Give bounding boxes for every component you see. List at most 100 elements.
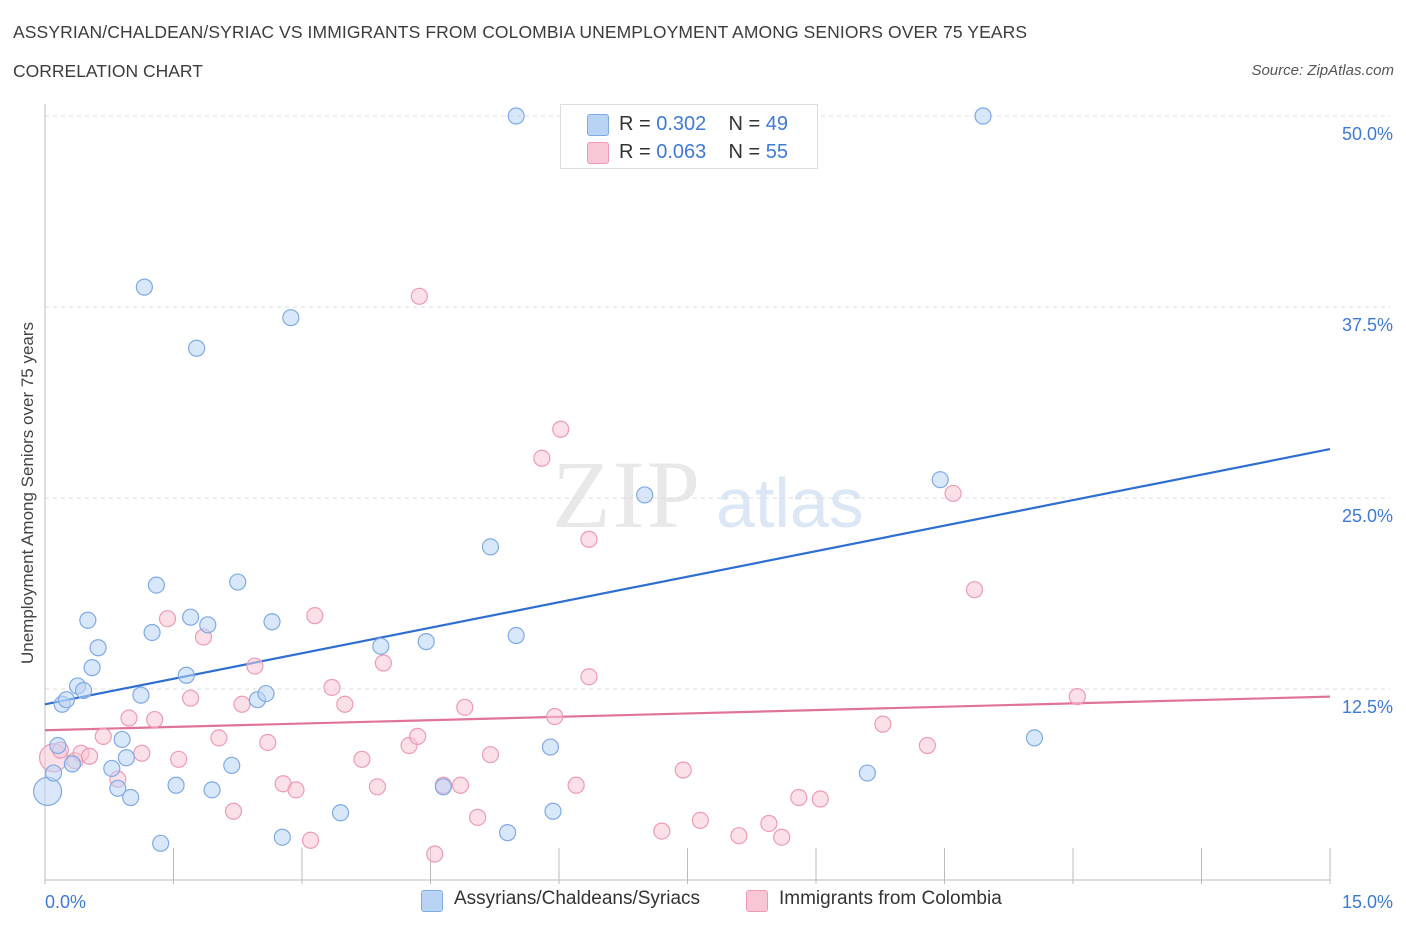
colombia-point [94, 727, 112, 745]
assyrian-point [122, 788, 140, 807]
assyrian-point [103, 759, 121, 778]
assyrian-point [32, 776, 63, 806]
stats-r-label: R = [619, 141, 657, 163]
assyrian-point [79, 611, 97, 629]
assyrian-point [83, 659, 101, 677]
stats-swatch-pink [587, 142, 609, 164]
colombia-point [469, 808, 487, 826]
stats-r-value: 0.063 [656, 141, 707, 163]
y-tick-label: 50.0% [1342, 124, 1393, 144]
assyrian-point [135, 278, 153, 296]
assyrian-point [541, 738, 560, 756]
assyrian-point [113, 730, 131, 749]
assyrian-point [63, 755, 82, 773]
x-tick-label: 0.0% [45, 892, 86, 912]
assyrian-point [109, 779, 127, 797]
colombia-point [773, 828, 791, 846]
assyrian-point [57, 691, 76, 709]
assyrian-point [147, 576, 165, 594]
colombia-point [944, 484, 962, 503]
colombia-point [158, 610, 177, 628]
colombia-point [1068, 688, 1086, 706]
assyrian-point [74, 681, 93, 700]
legend-label: Immigrants from Colombia [779, 888, 1002, 909]
assyrian-point [282, 309, 300, 327]
assyrian-point [182, 608, 200, 626]
colombia-point [301, 831, 320, 849]
colombia-point [353, 750, 371, 768]
assyrian-point [331, 804, 350, 822]
source-label: Source: ZipAtlas.com [1251, 62, 1394, 79]
assyrian-point [132, 686, 150, 704]
colombia-point [918, 736, 936, 755]
colombia-point [790, 788, 808, 807]
assyrian-point [89, 639, 107, 657]
colombia-point [533, 449, 551, 467]
colombia-point [674, 761, 692, 779]
colombia-point [567, 776, 585, 794]
colombia-point [426, 845, 444, 863]
assyrian-point [49, 736, 67, 755]
colombia-point [80, 747, 99, 765]
stats-n-label: N = [728, 113, 766, 135]
assyrian-point [143, 623, 161, 642]
y-tick-label: 37.5% [1342, 315, 1393, 335]
colombia-point [306, 607, 324, 625]
colombia-point [374, 654, 392, 672]
stats-r-label: R = [619, 113, 657, 135]
assyrian-point [223, 756, 241, 775]
assyrian-point [507, 107, 525, 125]
stats-box: R = 0.302 N = 49 R = 0.063 N = 55 [560, 104, 818, 169]
colombia-point [409, 727, 427, 745]
colombia-point [182, 689, 200, 707]
colombia-point [451, 776, 470, 794]
y-tick-label: 12.5% [1342, 697, 1393, 717]
assyrian-point [858, 764, 877, 782]
assyrian-point [1025, 729, 1044, 747]
assyrian-point [273, 828, 291, 846]
colombia-point [259, 733, 277, 752]
colombia-point [580, 668, 598, 686]
colombia-point [336, 695, 354, 713]
assyrian-point [481, 538, 500, 556]
assyrian-point [188, 339, 206, 357]
legend-label: Assyrians/Chaldeans/Syriacs [454, 888, 701, 909]
colombia-point [691, 811, 709, 830]
assyrian-point [263, 613, 281, 631]
colombia-point [760, 814, 778, 833]
colombia-point [653, 822, 671, 840]
colombia-point [965, 581, 984, 599]
assyrian-point [199, 616, 217, 634]
colombia-point [730, 827, 748, 845]
assyrian-point [177, 666, 195, 684]
colombia-point [546, 707, 564, 726]
assyrian-point [974, 107, 992, 125]
assyrian-point [931, 471, 949, 489]
legend-swatch-blue [421, 890, 443, 912]
assyrian-point [417, 633, 435, 651]
assyrian-point [434, 778, 452, 796]
assyrian-point [372, 637, 390, 655]
colombia-point [456, 698, 474, 716]
assyrian-point [499, 824, 517, 842]
assyrian-point [636, 486, 654, 504]
colombia-point [120, 709, 138, 727]
colombia-point [233, 695, 251, 713]
assyrian-point [152, 834, 170, 852]
watermark-atlas: atlas [716, 464, 864, 542]
colombia-point [481, 746, 500, 764]
colombia-point [368, 778, 386, 796]
watermark-zip: ZIP [552, 441, 702, 548]
legend-swatch-pink [746, 890, 768, 912]
colombia-point [210, 729, 228, 747]
colombia-point [133, 744, 151, 762]
chart-subtitle: CORRELATION CHART [13, 61, 203, 81]
colombia-point [323, 678, 341, 697]
assyrian-point [229, 573, 247, 591]
y-tick-label: 25.0% [1342, 506, 1393, 526]
assyrian-point [507, 626, 525, 645]
stats-r-value: 0.302 [656, 113, 707, 135]
stats-n-label: N = [728, 141, 766, 163]
colombia-point [170, 750, 188, 768]
